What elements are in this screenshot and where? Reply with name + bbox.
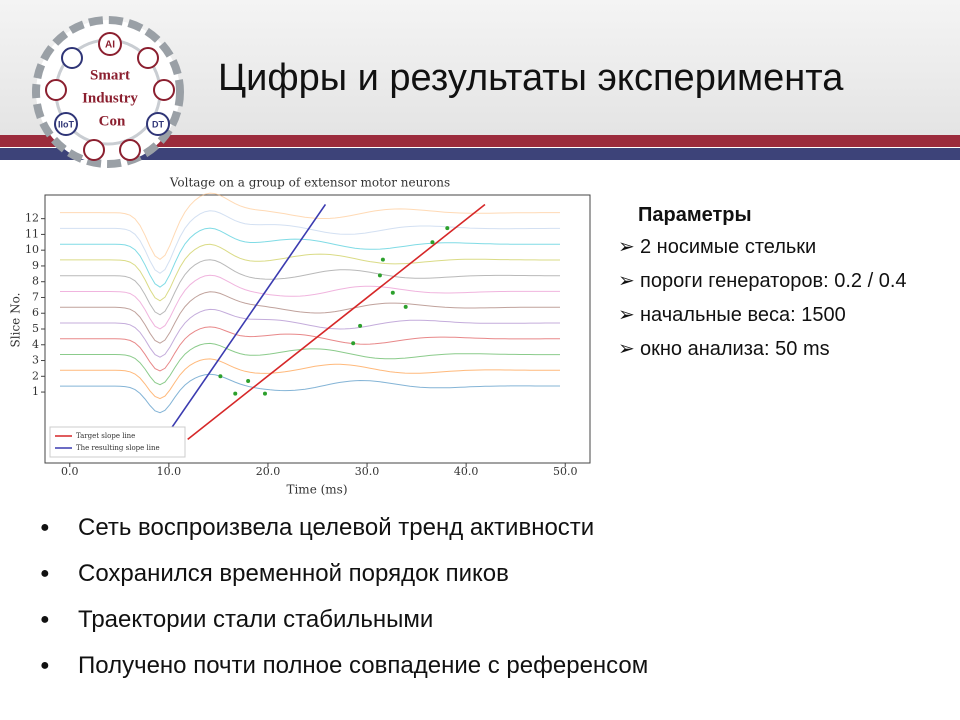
slope-line: [187, 203, 486, 440]
parameter-item: ➢ пороги генераторов: 0.2 / 0.4: [618, 266, 948, 296]
y-tick-label: 5: [32, 322, 39, 335]
bullet-item: ● Сеть воспроизвела целевой тренд активно…: [40, 505, 648, 551]
parameters-heading: Параметры: [638, 204, 752, 226]
x-tick-label: 10.0: [157, 465, 182, 478]
y-tick-label: 12: [25, 212, 39, 225]
logo-icon: [54, 112, 78, 136]
trace: [60, 308, 560, 358]
bullet-marker: ●: [40, 611, 50, 628]
trace: [60, 358, 560, 400]
slide-title: Цифры и результаты эксперимента: [218, 57, 844, 99]
y-tick-label: 11: [25, 227, 39, 240]
bullet-marker: ●: [40, 657, 50, 674]
peak-point: [246, 379, 251, 384]
parameter-text: окно анализа: 50 ms: [640, 338, 830, 360]
peak-point: [377, 273, 382, 278]
trace: [60, 291, 560, 344]
x-tick-label: 20.0: [256, 465, 281, 478]
peak-point: [430, 240, 435, 245]
x-tick-label: 0.0: [61, 465, 79, 478]
parameter-marker: ➢: [618, 304, 635, 326]
peak-point: [445, 226, 450, 231]
y-tick-label: 1: [32, 385, 39, 398]
logo-icon: [98, 32, 122, 56]
x-tick-label: 30.0: [355, 465, 380, 478]
logo-icon: [83, 139, 105, 161]
trace: [60, 210, 560, 274]
trace: [60, 243, 560, 302]
x-axis-label: Time (ms): [286, 483, 347, 497]
parameter-item: ➢ 2 носимые стельки: [618, 232, 948, 262]
y-tick-label: 4: [32, 338, 39, 351]
trace: [60, 274, 560, 330]
bullet-text: Траектории стали стабильными: [78, 606, 434, 633]
logo-label: IIoT: [58, 119, 74, 129]
legend-label: The resulting slope line: [76, 444, 160, 452]
logo-icon: [119, 139, 141, 161]
peak-point: [351, 341, 356, 346]
parameter-item: ➢ начальные веса: 1500: [618, 300, 948, 330]
logo-icon: [153, 79, 175, 101]
logo-icon: [146, 112, 170, 136]
legend-box: [49, 426, 186, 458]
logo-icon: [45, 79, 67, 101]
peak-point: [390, 290, 395, 295]
y-tick-label: 9: [32, 259, 39, 272]
logo-label: DT: [152, 119, 164, 129]
logo-icon: [61, 47, 83, 69]
logo-icon: [137, 47, 159, 69]
chart: Voltage on a group of extensor motor neu…: [9, 176, 591, 497]
y-tick-label: 3: [32, 354, 39, 367]
peak-point: [358, 323, 363, 328]
trace: [60, 373, 560, 414]
y-tick-label: 6: [32, 306, 39, 319]
y-tick-label: 7: [32, 290, 39, 303]
y-tick-label: 2: [32, 369, 39, 382]
trace: [60, 192, 560, 261]
parameters: Параметры ➢ 2 носимые стельки ➢ пороги гене…: [618, 198, 948, 368]
parameter-marker: ➢: [618, 270, 635, 292]
logo-label: AI: [105, 40, 115, 51]
bullet-text: Сохранился временной порядок пиков: [78, 560, 509, 587]
trace: [60, 227, 560, 288]
peak-point: [233, 391, 238, 396]
bullet-item: ● Сохранился временной порядок пиков: [40, 551, 648, 597]
peak-point: [218, 374, 223, 379]
stripe-blue: [0, 148, 960, 160]
legend-label: Target slope line: [76, 432, 135, 440]
x-tick-label: 50.0: [553, 465, 578, 478]
bullet-text: Получено почти полное совпадение с рефер…: [78, 652, 649, 679]
stripe-red: [0, 135, 960, 147]
parameter-marker: ➢: [618, 338, 635, 360]
peak-point: [380, 257, 385, 262]
bullet-text: Сеть воспроизвела целевой тренд активнос…: [78, 514, 595, 541]
logo-label: Industry: [82, 90, 138, 106]
parameter-text: пороги генераторов: 0.2 / 0.4: [640, 270, 907, 292]
bullet-marker: ●: [40, 565, 50, 582]
logo: AI IIoT DT Smart Industry Con: [32, 16, 184, 168]
bullet-marker: ●: [40, 519, 50, 536]
parameter-marker: ➢: [618, 236, 635, 258]
y-tick-label: 8: [32, 275, 39, 288]
trace: [60, 326, 560, 372]
peak-point: [262, 391, 267, 396]
y-tick-label: 10: [25, 243, 39, 256]
trace: [60, 342, 560, 386]
chart-title: Voltage on a group of extensor motor neu…: [169, 176, 450, 190]
logo-label: Con: [99, 113, 126, 129]
logo-label: Smart: [90, 67, 130, 83]
bullet-item: ● Траектории стали стабильными: [40, 597, 648, 643]
parameter-text: начальные веса: 1500: [640, 304, 846, 326]
y-axis-label: Slice No.: [9, 293, 23, 348]
slope-line: [154, 204, 327, 453]
parameter-item: ➢ окно анализа: 50 ms: [618, 334, 948, 364]
parameter-text: 2 носимые стельки: [640, 236, 817, 258]
bullet-list: ● Сеть воспроизвела целевой тренд активно…: [40, 505, 648, 689]
trace: [60, 259, 560, 316]
bullet-item: ● Получено почти полное совпадение с рефе…: [40, 643, 648, 689]
x-tick-label: 40.0: [454, 465, 479, 478]
peak-point: [403, 304, 408, 309]
